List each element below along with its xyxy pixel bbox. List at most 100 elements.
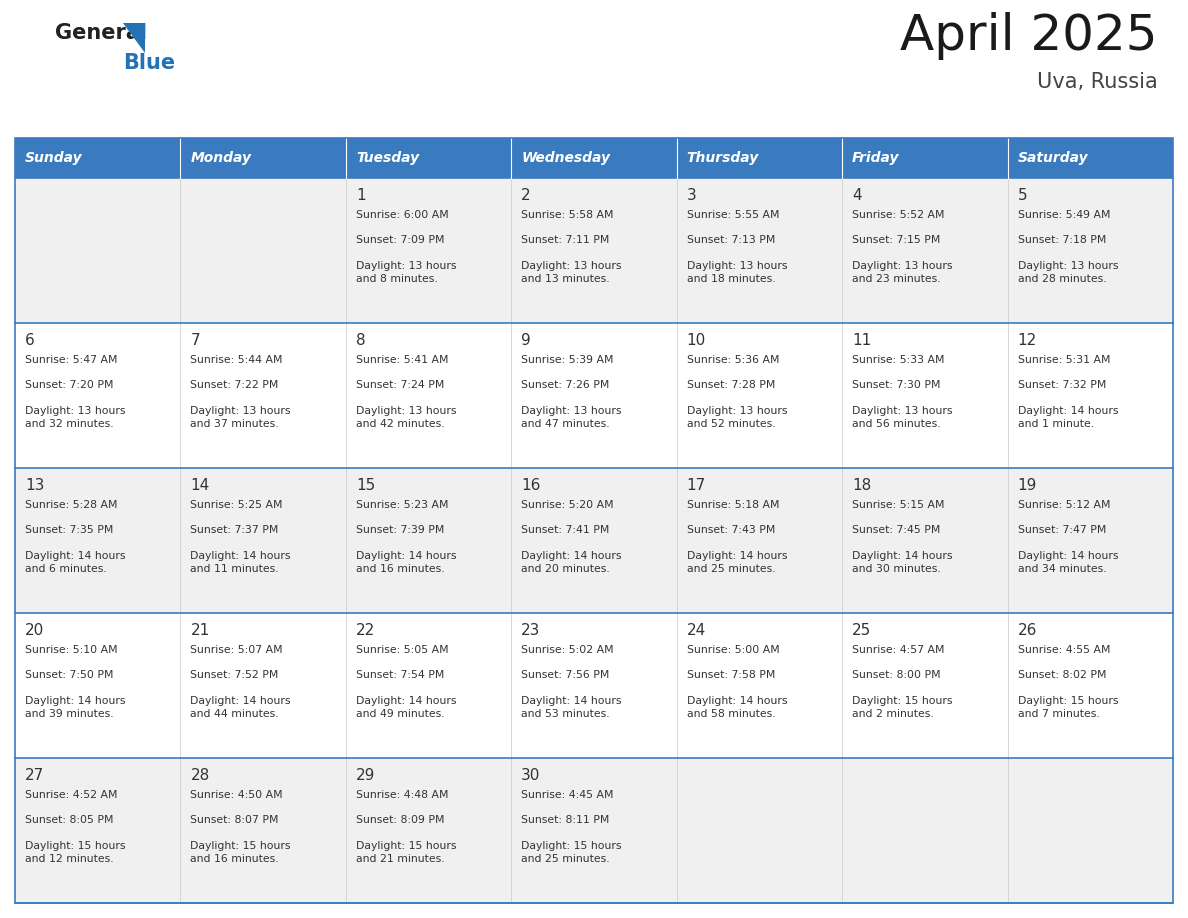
Text: Wednesday: Wednesday bbox=[522, 151, 611, 165]
Text: Daylight: 15 hours
and 2 minutes.: Daylight: 15 hours and 2 minutes. bbox=[852, 696, 953, 719]
Polygon shape bbox=[124, 23, 145, 53]
Text: Sunset: 7:18 PM: Sunset: 7:18 PM bbox=[1018, 235, 1106, 245]
Text: Sunrise: 5:55 AM: Sunrise: 5:55 AM bbox=[687, 210, 779, 220]
Bar bbox=[15, 613, 1173, 758]
Text: Tuesday: Tuesday bbox=[356, 151, 419, 165]
Text: 19: 19 bbox=[1018, 478, 1037, 493]
Text: Sunrise: 5:23 AM: Sunrise: 5:23 AM bbox=[356, 500, 448, 510]
Text: 18: 18 bbox=[852, 478, 871, 493]
Text: 11: 11 bbox=[852, 333, 871, 348]
Text: Sunset: 7:37 PM: Sunset: 7:37 PM bbox=[190, 525, 279, 535]
Text: Daylight: 14 hours
and 53 minutes.: Daylight: 14 hours and 53 minutes. bbox=[522, 696, 621, 719]
Text: Sunrise: 5:33 AM: Sunrise: 5:33 AM bbox=[852, 355, 944, 365]
Bar bbox=[15, 323, 1173, 468]
Text: Sunrise: 5:18 AM: Sunrise: 5:18 AM bbox=[687, 500, 779, 510]
Text: Daylight: 14 hours
and 49 minutes.: Daylight: 14 hours and 49 minutes. bbox=[356, 696, 456, 719]
Text: Sunset: 7:50 PM: Sunset: 7:50 PM bbox=[25, 670, 114, 680]
Text: Sunset: 8:02 PM: Sunset: 8:02 PM bbox=[1018, 670, 1106, 680]
Text: Sunset: 7:22 PM: Sunset: 7:22 PM bbox=[190, 380, 279, 390]
Text: Sunrise: 5:44 AM: Sunrise: 5:44 AM bbox=[190, 355, 283, 365]
Text: Sunrise: 4:55 AM: Sunrise: 4:55 AM bbox=[1018, 645, 1110, 655]
Text: Sunrise: 5:25 AM: Sunrise: 5:25 AM bbox=[190, 500, 283, 510]
Text: Daylight: 13 hours
and 42 minutes.: Daylight: 13 hours and 42 minutes. bbox=[356, 406, 456, 429]
Text: Sunset: 7:58 PM: Sunset: 7:58 PM bbox=[687, 670, 775, 680]
Text: Daylight: 15 hours
and 25 minutes.: Daylight: 15 hours and 25 minutes. bbox=[522, 841, 621, 864]
Text: 17: 17 bbox=[687, 478, 706, 493]
Text: Sunset: 7:26 PM: Sunset: 7:26 PM bbox=[522, 380, 609, 390]
Text: Sunrise: 5:07 AM: Sunrise: 5:07 AM bbox=[190, 645, 283, 655]
Text: Daylight: 13 hours
and 28 minutes.: Daylight: 13 hours and 28 minutes. bbox=[1018, 261, 1118, 284]
Text: Sunset: 7:52 PM: Sunset: 7:52 PM bbox=[190, 670, 279, 680]
Text: 28: 28 bbox=[190, 768, 209, 783]
Text: Thursday: Thursday bbox=[687, 151, 759, 165]
Text: 20: 20 bbox=[25, 623, 44, 638]
Text: Daylight: 13 hours
and 52 minutes.: Daylight: 13 hours and 52 minutes. bbox=[687, 406, 788, 429]
Text: Daylight: 13 hours
and 47 minutes.: Daylight: 13 hours and 47 minutes. bbox=[522, 406, 621, 429]
Text: Daylight: 14 hours
and 30 minutes.: Daylight: 14 hours and 30 minutes. bbox=[852, 551, 953, 574]
Text: Daylight: 13 hours
and 13 minutes.: Daylight: 13 hours and 13 minutes. bbox=[522, 261, 621, 284]
Text: Monday: Monday bbox=[190, 151, 252, 165]
Text: 13: 13 bbox=[25, 478, 44, 493]
Text: Sunset: 7:09 PM: Sunset: 7:09 PM bbox=[356, 235, 444, 245]
Text: Sunrise: 5:31 AM: Sunrise: 5:31 AM bbox=[1018, 355, 1110, 365]
Text: Sunset: 7:54 PM: Sunset: 7:54 PM bbox=[356, 670, 444, 680]
Text: Sunset: 7:43 PM: Sunset: 7:43 PM bbox=[687, 525, 775, 535]
Text: Sunrise: 5:28 AM: Sunrise: 5:28 AM bbox=[25, 500, 118, 510]
Text: Saturday: Saturday bbox=[1018, 151, 1088, 165]
Bar bbox=[15, 468, 1173, 613]
Text: Daylight: 13 hours
and 32 minutes.: Daylight: 13 hours and 32 minutes. bbox=[25, 406, 126, 429]
Text: 10: 10 bbox=[687, 333, 706, 348]
Text: 30: 30 bbox=[522, 768, 541, 783]
Text: 7: 7 bbox=[190, 333, 200, 348]
Text: 16: 16 bbox=[522, 478, 541, 493]
Text: Sunrise: 5:05 AM: Sunrise: 5:05 AM bbox=[356, 645, 449, 655]
Text: 26: 26 bbox=[1018, 623, 1037, 638]
Text: Daylight: 14 hours
and 11 minutes.: Daylight: 14 hours and 11 minutes. bbox=[190, 551, 291, 574]
Text: Daylight: 14 hours
and 44 minutes.: Daylight: 14 hours and 44 minutes. bbox=[190, 696, 291, 719]
Text: Sunset: 8:11 PM: Sunset: 8:11 PM bbox=[522, 815, 609, 825]
Text: Daylight: 15 hours
and 21 minutes.: Daylight: 15 hours and 21 minutes. bbox=[356, 841, 456, 864]
Text: Sunrise: 5:20 AM: Sunrise: 5:20 AM bbox=[522, 500, 614, 510]
Text: Sunrise: 6:00 AM: Sunrise: 6:00 AM bbox=[356, 210, 449, 220]
Text: Sunset: 7:20 PM: Sunset: 7:20 PM bbox=[25, 380, 114, 390]
Text: Sunday: Sunday bbox=[25, 151, 83, 165]
Text: 15: 15 bbox=[356, 478, 375, 493]
Text: Sunset: 7:13 PM: Sunset: 7:13 PM bbox=[687, 235, 775, 245]
Text: Daylight: 13 hours
and 8 minutes.: Daylight: 13 hours and 8 minutes. bbox=[356, 261, 456, 284]
Text: Sunset: 7:56 PM: Sunset: 7:56 PM bbox=[522, 670, 609, 680]
Text: 4: 4 bbox=[852, 188, 861, 203]
Text: Sunrise: 5:02 AM: Sunrise: 5:02 AM bbox=[522, 645, 614, 655]
Text: Sunrise: 4:52 AM: Sunrise: 4:52 AM bbox=[25, 790, 118, 800]
Text: Sunset: 7:15 PM: Sunset: 7:15 PM bbox=[852, 235, 941, 245]
Text: Sunset: 8:05 PM: Sunset: 8:05 PM bbox=[25, 815, 114, 825]
Bar bbox=[15, 178, 1173, 323]
Text: Sunset: 7:35 PM: Sunset: 7:35 PM bbox=[25, 525, 113, 535]
Text: Sunrise: 5:49 AM: Sunrise: 5:49 AM bbox=[1018, 210, 1110, 220]
Text: Sunrise: 5:12 AM: Sunrise: 5:12 AM bbox=[1018, 500, 1110, 510]
Text: Sunrise: 4:57 AM: Sunrise: 4:57 AM bbox=[852, 645, 944, 655]
Text: Sunset: 7:24 PM: Sunset: 7:24 PM bbox=[356, 380, 444, 390]
Text: 29: 29 bbox=[356, 768, 375, 783]
Bar bbox=[15, 138, 1173, 903]
Text: Sunset: 8:07 PM: Sunset: 8:07 PM bbox=[190, 815, 279, 825]
Text: Daylight: 13 hours
and 56 minutes.: Daylight: 13 hours and 56 minutes. bbox=[852, 406, 953, 429]
Text: 5: 5 bbox=[1018, 188, 1028, 203]
Text: 27: 27 bbox=[25, 768, 44, 783]
Text: Sunrise: 5:47 AM: Sunrise: 5:47 AM bbox=[25, 355, 118, 365]
Text: Sunset: 7:39 PM: Sunset: 7:39 PM bbox=[356, 525, 444, 535]
Text: Friday: Friday bbox=[852, 151, 899, 165]
Text: 6: 6 bbox=[25, 333, 34, 348]
Text: Daylight: 14 hours
and 16 minutes.: Daylight: 14 hours and 16 minutes. bbox=[356, 551, 456, 574]
Text: Daylight: 14 hours
and 58 minutes.: Daylight: 14 hours and 58 minutes. bbox=[687, 696, 788, 719]
Text: Sunrise: 5:36 AM: Sunrise: 5:36 AM bbox=[687, 355, 779, 365]
Text: Daylight: 13 hours
and 37 minutes.: Daylight: 13 hours and 37 minutes. bbox=[190, 406, 291, 429]
Text: 12: 12 bbox=[1018, 333, 1037, 348]
Text: 3: 3 bbox=[687, 188, 696, 203]
Text: Sunset: 7:11 PM: Sunset: 7:11 PM bbox=[522, 235, 609, 245]
Text: Sunset: 7:47 PM: Sunset: 7:47 PM bbox=[1018, 525, 1106, 535]
Text: Sunrise: 5:00 AM: Sunrise: 5:00 AM bbox=[687, 645, 779, 655]
Text: Blue: Blue bbox=[124, 53, 175, 73]
Text: Daylight: 13 hours
and 23 minutes.: Daylight: 13 hours and 23 minutes. bbox=[852, 261, 953, 284]
Bar bbox=[677, 138, 842, 178]
Text: Daylight: 14 hours
and 39 minutes.: Daylight: 14 hours and 39 minutes. bbox=[25, 696, 126, 719]
